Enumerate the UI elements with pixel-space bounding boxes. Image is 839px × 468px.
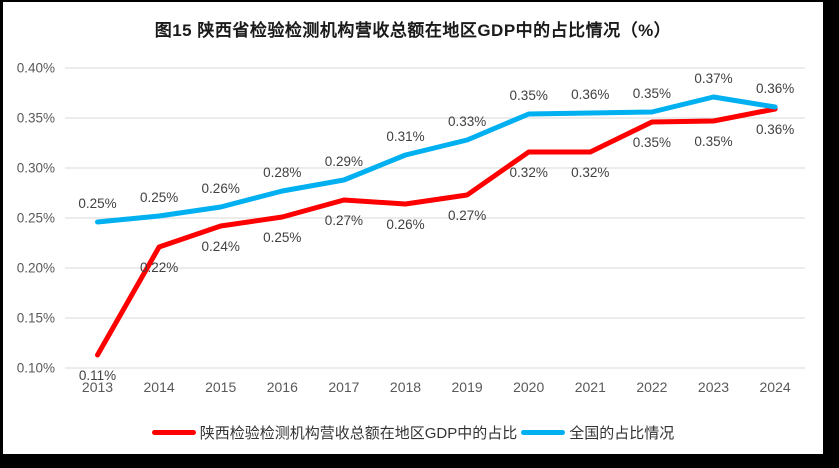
legend-label-national: 全国的占比情况: [569, 425, 675, 442]
x-axis-tick-label: 2017: [328, 379, 359, 395]
data-label: 0.11%: [79, 368, 116, 383]
x-axis-tick-label: 2016: [267, 379, 298, 395]
data-label: 0.26%: [386, 217, 424, 232]
data-label: 0.24%: [202, 239, 240, 254]
chart-title: 图15 陕西省检验检测机构营收总额在地区GDP中的占比情况（%）: [154, 21, 672, 40]
data-label: 0.36%: [571, 87, 609, 102]
y-axis-tick-label: 0.10%: [17, 361, 55, 376]
data-label: 0.28%: [263, 165, 301, 180]
data-label: 0.25%: [78, 196, 116, 211]
y-axis-tick-label: 0.30%: [17, 161, 55, 176]
x-axis-tick-label: 2021: [575, 379, 606, 395]
data-label: 0.36%: [756, 81, 794, 96]
data-label: 0.36%: [756, 122, 794, 137]
series-line-1: [95, 94, 778, 225]
data-label: 0.35%: [633, 135, 671, 150]
y-axis-tick-label: 0.15%: [17, 311, 55, 326]
data-label: 0.32%: [571, 165, 609, 180]
x-axis-tick-label: 2022: [636, 379, 667, 395]
data-label: 0.22%: [140, 260, 178, 275]
data-label: 0.35%: [633, 86, 671, 101]
legend-label-shaanxi: 陕西检验检测机构营收总额在地区GDP中的占比: [199, 425, 518, 442]
data-label: 0.27%: [325, 213, 363, 228]
data-label: 0.35%: [510, 88, 548, 103]
x-axis-tick-label: 2019: [452, 379, 483, 395]
y-axis-tick-label: 0.20%: [17, 261, 55, 276]
line-chart-plot: 0.10% 0.15% 0.20% 0.25% 0.30% 0.35% 0.40% 2013 2…: [17, 61, 805, 395]
x-axis-tick-label: 2020: [513, 379, 544, 395]
y-axis-tick-label: 0.35%: [17, 111, 55, 126]
chart-canvas: 图15 陕西省检验检测机构营收总额在地区GDP中的占比情况（%） 0.10% 0.…: [3, 2, 823, 454]
chart-legend: 陕西检验检测机构营收总额在地区GDP中的占比 全国的占比情况: [3, 422, 823, 443]
x-axis-tick-label: 2024: [760, 379, 791, 395]
data-label: 0.27%: [448, 208, 486, 223]
data-label: 0.25%: [263, 230, 301, 245]
y-axis-tick-label: 0.25%: [17, 211, 55, 226]
x-axis-tick-label: 2013: [82, 379, 113, 395]
x-axis-tick-label: 2014: [144, 379, 175, 395]
legend-swatch-shaanxi-icon: [151, 430, 196, 435]
y-axis-tick-label: 0.40%: [17, 61, 55, 76]
data-label: 0.32%: [510, 165, 548, 180]
data-label: 0.26%: [202, 181, 240, 196]
data-label: 0.37%: [694, 71, 732, 86]
series-line-0: [95, 106, 778, 358]
x-axis-tick-label: 2023: [698, 379, 729, 395]
legend-item-national: 全国的占比情况: [521, 422, 674, 443]
data-label: 0.35%: [694, 134, 732, 149]
legend-item-shaanxi: 陕西检验检测机构营收总额在地区GDP中的占比: [151, 422, 518, 443]
x-axis-tick-label: 2018: [390, 379, 421, 395]
data-label: 0.33%: [448, 114, 486, 129]
data-label: 0.29%: [325, 154, 363, 169]
data-label: 0.25%: [140, 190, 178, 205]
legend-swatch-national-icon: [521, 430, 566, 435]
x-axis-tick-label: 2015: [205, 379, 236, 395]
data-label: 0.31%: [386, 129, 424, 144]
